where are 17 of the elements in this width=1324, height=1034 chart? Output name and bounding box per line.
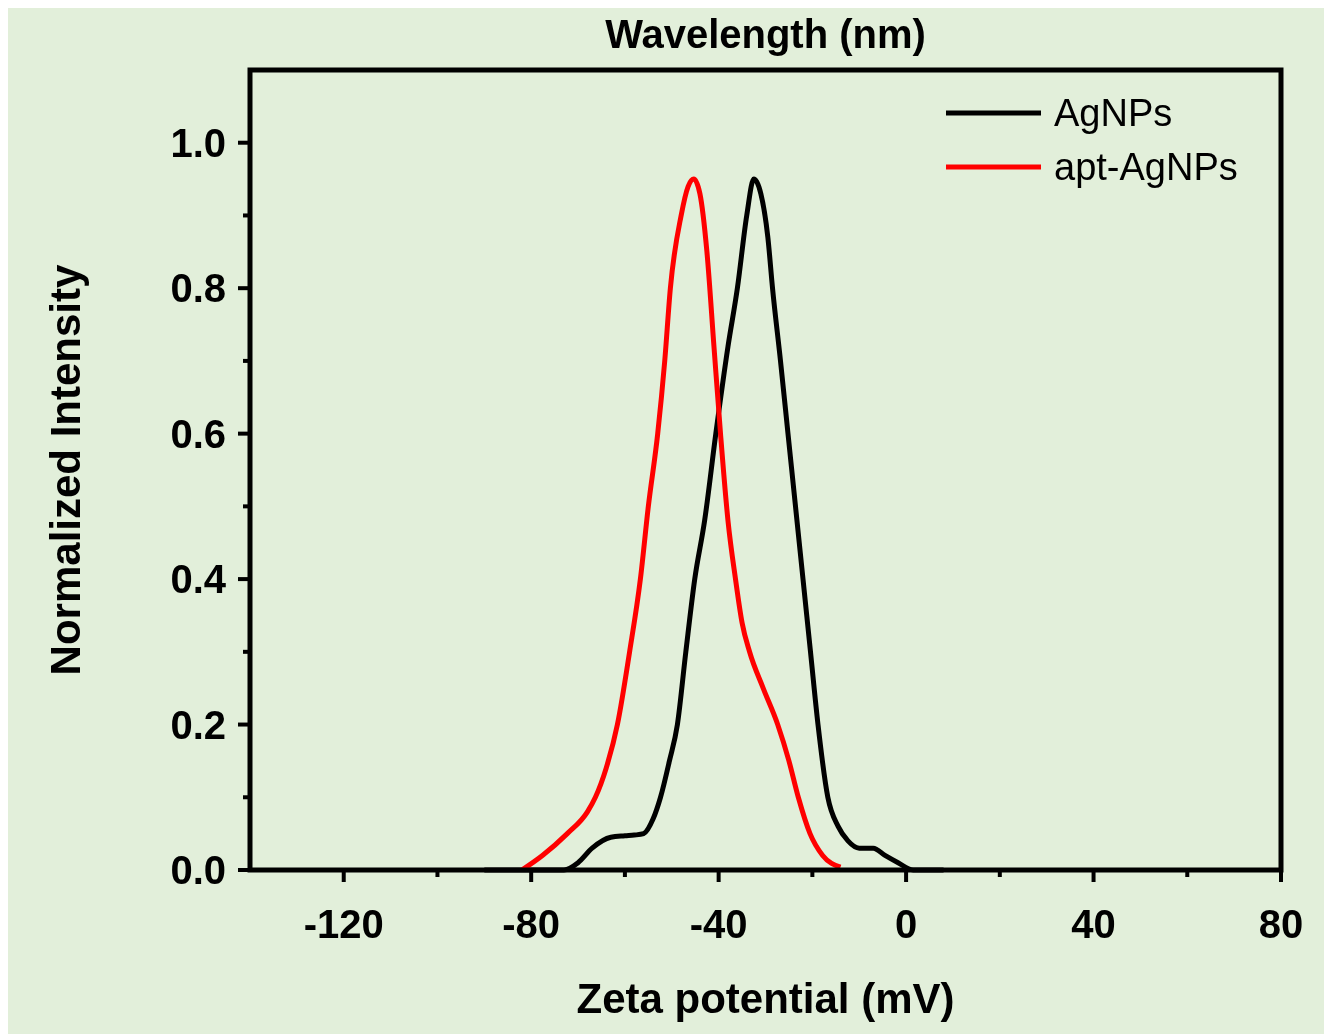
y-tick-label: 0.6 — [170, 411, 226, 456]
y-tick-label: 0.8 — [170, 266, 226, 311]
y-tick-label: 0.2 — [170, 702, 226, 747]
text: Wavelength (nm) — [605, 12, 926, 56]
y-tick-label: 1.0 — [170, 120, 226, 165]
y-tick-label: 0.0 — [170, 848, 226, 892]
x-tick-label: -40 — [689, 902, 748, 946]
y-axis-title: Normalized Intensity — [42, 263, 89, 676]
y-tick-label: 0.4 — [170, 557, 227, 602]
x-tick-label: 0 — [894, 902, 918, 946]
x-tick-label: 40 — [1071, 902, 1116, 946]
legend-label: apt-AgNPs — [1054, 146, 1238, 188]
x-axis-title: Zeta potential (mV) — [576, 975, 955, 1022]
x-tick-label: -120 — [303, 902, 384, 946]
x-tick-label: 80 — [1258, 902, 1304, 946]
x-tick-label: -80 — [502, 902, 561, 946]
legend-label: AgNPs — [1054, 92, 1173, 134]
